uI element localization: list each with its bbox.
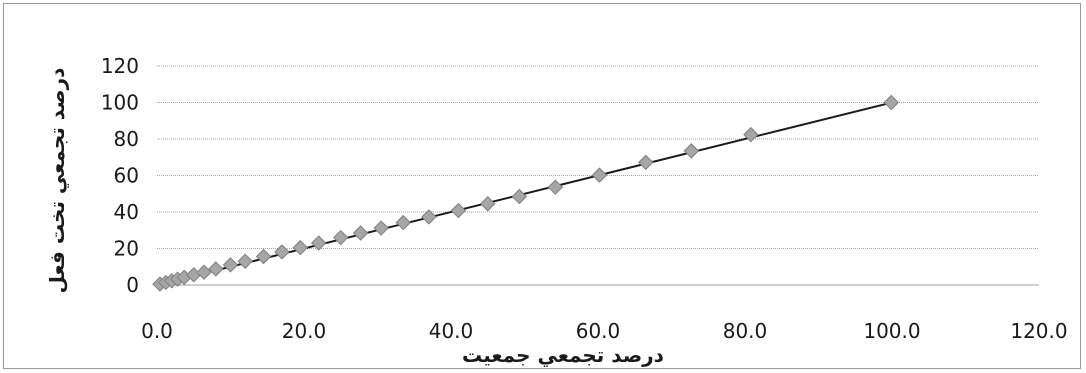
data-point (196, 264, 212, 280)
y-tick-label: 60 (114, 164, 139, 188)
x-tick-label: 40.0 (429, 319, 474, 343)
data-point (450, 202, 467, 219)
x-axis-ticks: 0.0 20.0 40.0 60.0 80.0 100.0 120.0 (141, 319, 1068, 343)
data-point (395, 214, 411, 231)
x-tick-label: 80.0 (723, 319, 768, 343)
data-point (333, 229, 349, 246)
data-point (421, 209, 437, 225)
data-point (274, 244, 290, 260)
data-point (480, 196, 496, 212)
y-axis-title: درصد تجمعي تخت فعل (45, 68, 70, 294)
data-point (310, 235, 327, 251)
data-point (547, 179, 564, 195)
data-point (591, 167, 608, 183)
data-point (222, 257, 239, 273)
data-point (237, 253, 253, 269)
data-point (883, 94, 899, 111)
y-tick-label: 0 (126, 273, 139, 297)
y-axis-ticks: 0 20 40 60 80 100 120 (101, 54, 139, 297)
data-point (208, 261, 224, 277)
data-point (511, 188, 528, 205)
x-tick-label: 0.0 (141, 319, 173, 343)
data-point (373, 220, 389, 236)
data-point (638, 154, 654, 171)
y-tick-label: 20 (114, 237, 139, 261)
x-tick-label: 120.0 (1010, 319, 1067, 343)
x-tick-label: 20.0 (282, 319, 327, 343)
data-point (255, 248, 272, 265)
y-tick-label: 120 (101, 54, 139, 78)
scatter-chart: 0.0 20.0 40.0 60.0 80.0 100.0 120.0 0 20 40 60 80 1… (45, 54, 1068, 368)
x-tick-label: 100.0 (863, 319, 920, 343)
data-point (743, 126, 759, 143)
data-point (683, 143, 700, 159)
x-axis-title: درصد تجمعي جمعيت (462, 343, 664, 368)
data-point (352, 225, 369, 241)
data-point (292, 239, 309, 256)
y-tick-label: 100 (101, 91, 139, 115)
data-points (152, 94, 899, 292)
y-tick-label: 40 (114, 200, 139, 224)
x-tick-label: 60.0 (576, 319, 621, 343)
chart-frame: 0.0 20.0 40.0 60.0 80.0 100.0 120.0 0 20 40 60 80 1… (3, 3, 1081, 369)
y-tick-label: 80 (114, 127, 139, 151)
